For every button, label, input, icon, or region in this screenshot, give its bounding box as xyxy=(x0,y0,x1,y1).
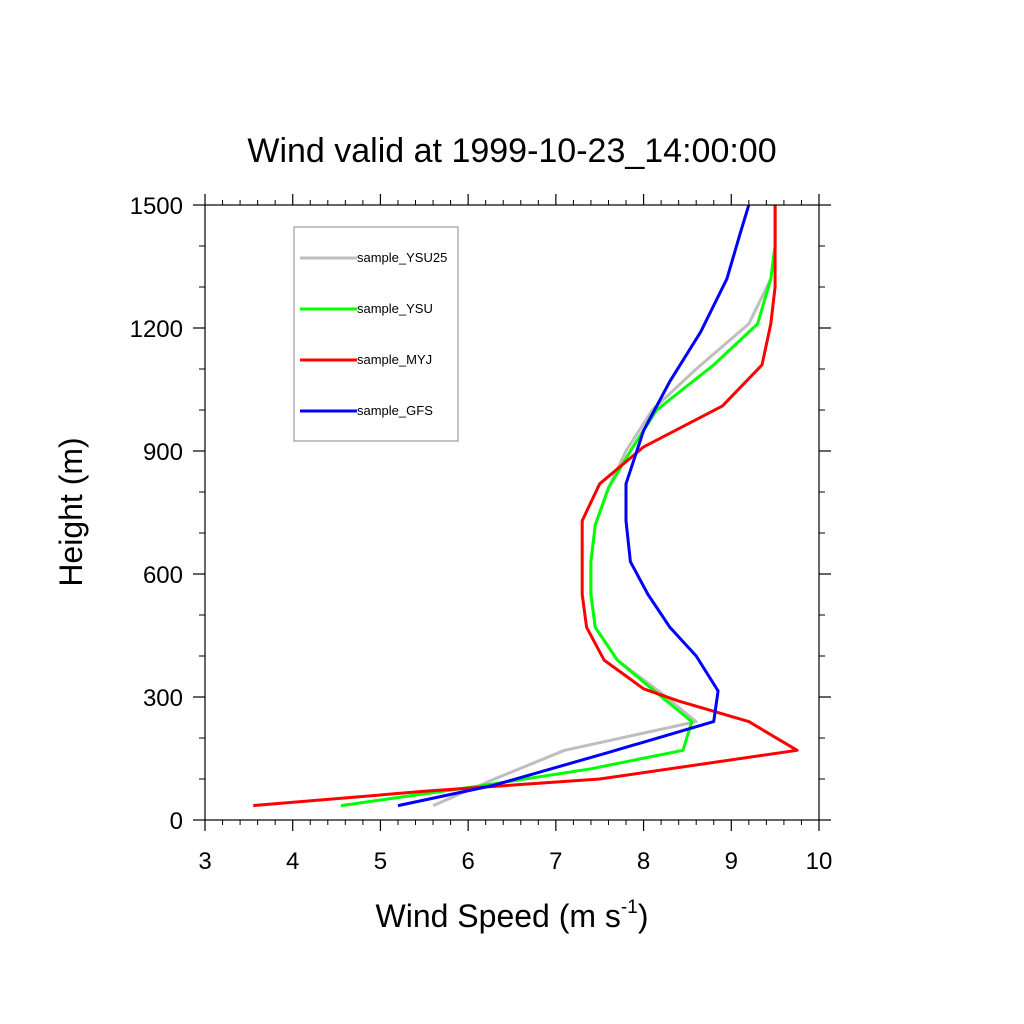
y-tick-label: 900 xyxy=(143,439,183,466)
x-tick-label: 5 xyxy=(374,848,387,875)
series-line-sample-ysu xyxy=(340,205,777,808)
y-tick-label: 0 xyxy=(170,808,183,835)
x-tick-label: 10 xyxy=(806,848,833,875)
chart-title: Wind valid at 1999-10-23_14:00:00 xyxy=(247,132,776,170)
series-layer xyxy=(253,204,799,808)
y-tick-label: 600 xyxy=(143,562,183,589)
x-tick-label: 3 xyxy=(198,848,211,875)
x-tick-label: 9 xyxy=(725,848,738,875)
legend-label: sample_YSU25 xyxy=(357,250,447,265)
x-axis-title-main: Wind Speed (m s xyxy=(376,898,621,934)
series-line-sample-gfs xyxy=(397,204,751,808)
legend-box xyxy=(293,226,459,442)
x-tick-label: 4 xyxy=(286,848,299,875)
legend: sample_YSU25 sample_YSU sample_MYJ sample_G… xyxy=(293,226,459,442)
legend-label: sample_YSU xyxy=(357,301,433,316)
x-axis-title: Wind Speed (m s-1) xyxy=(376,897,649,934)
x-tick-label: 7 xyxy=(549,848,562,875)
y-tick-label: 1500 xyxy=(130,193,183,220)
plot-frame xyxy=(204,204,820,821)
legend-label: sample_GFS xyxy=(357,403,433,418)
y-tick-label: 300 xyxy=(143,685,183,712)
x-tick-label: 8 xyxy=(637,848,650,875)
y-tick-label: 1200 xyxy=(130,316,183,343)
series-line-sample-myj xyxy=(253,205,799,808)
x-axis-title-superscript: -1 xyxy=(621,897,638,918)
x-axis-title-end: ) xyxy=(638,898,649,934)
ticks-layer: 3 4 5 6 7 8 9 10 0 300 600 900 1200 1500 xyxy=(130,193,833,875)
y-axis-title: Height (m) xyxy=(53,437,89,586)
x-tick-label: 6 xyxy=(461,848,474,875)
legend-label: sample_MYJ xyxy=(357,352,432,367)
